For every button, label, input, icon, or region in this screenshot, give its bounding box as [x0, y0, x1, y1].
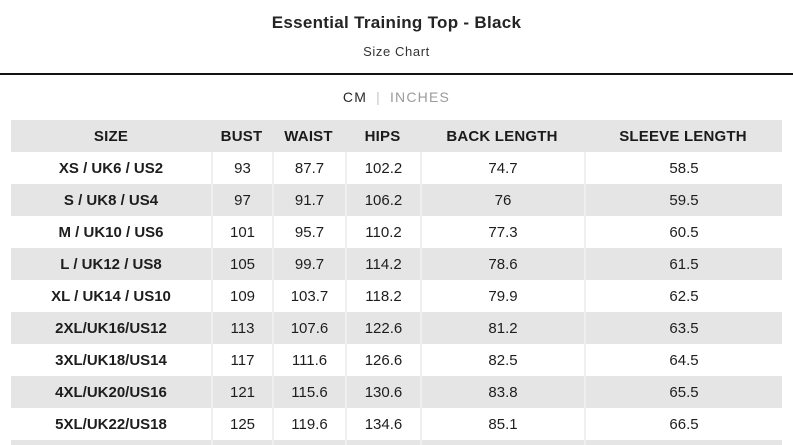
- column-header-sleeve-length: SLEEVE LENGTH: [584, 120, 782, 152]
- cell-back-length: 79.9: [420, 280, 584, 312]
- table-row: XL / UK14 / US10 109 103.7 118.2 79.9 62…: [11, 280, 782, 312]
- cell-bust: 97: [211, 184, 272, 216]
- table-row-cutoff: [11, 440, 782, 445]
- cell-empty: [272, 440, 345, 445]
- cell-back-length: 74.7: [420, 152, 584, 184]
- column-header-bust: BUST: [211, 120, 272, 152]
- table-row: S / UK8 / US4 97 91.7 106.2 76 59.5: [11, 184, 782, 216]
- cell-empty: [420, 440, 584, 445]
- cell-hips: 134.6: [345, 408, 420, 440]
- cell-empty: [584, 440, 782, 445]
- cell-waist: 115.6: [272, 376, 345, 408]
- cell-waist: 95.7: [272, 216, 345, 248]
- cell-size: L / UK12 / US8: [11, 248, 211, 280]
- cell-hips: 118.2: [345, 280, 420, 312]
- cell-bust: 101: [211, 216, 272, 248]
- cell-empty: [345, 440, 420, 445]
- size-table-container: SIZE BUST WAIST HIPS BACK LENGTH SLEEVE …: [11, 120, 782, 445]
- cell-empty: [11, 440, 211, 445]
- cell-size: XS / UK6 / US2: [11, 152, 211, 184]
- cell-empty: [211, 440, 272, 445]
- page-subtitle: Size Chart: [363, 44, 430, 59]
- cell-waist: 103.7: [272, 280, 345, 312]
- cell-hips: 110.2: [345, 216, 420, 248]
- cell-hips: 114.2: [345, 248, 420, 280]
- cell-size: M / UK10 / US6: [11, 216, 211, 248]
- table-row: 4XL/UK20/US16 121 115.6 130.6 83.8 65.5: [11, 376, 782, 408]
- cell-bust: 105: [211, 248, 272, 280]
- table-row: 3XL/UK18/US14 117 111.6 126.6 82.5 64.5: [11, 344, 782, 376]
- column-header-waist: WAIST: [272, 120, 345, 152]
- cell-waist: 107.6: [272, 312, 345, 344]
- cell-sleeve-length: 63.5: [584, 312, 782, 344]
- cell-bust: 109: [211, 280, 272, 312]
- cell-size: 2XL/UK16/US12: [11, 312, 211, 344]
- cell-size: S / UK8 / US4: [11, 184, 211, 216]
- cell-sleeve-length: 64.5: [584, 344, 782, 376]
- table-row: M / UK10 / US6 101 95.7 110.2 77.3 60.5: [11, 216, 782, 248]
- cell-hips: 102.2: [345, 152, 420, 184]
- size-chart-table: SIZE BUST WAIST HIPS BACK LENGTH SLEEVE …: [11, 120, 782, 445]
- cell-bust: 121: [211, 376, 272, 408]
- cell-waist: 99.7: [272, 248, 345, 280]
- cell-back-length: 76: [420, 184, 584, 216]
- cell-size: 5XL/UK22/US18: [11, 408, 211, 440]
- cell-back-length: 85.1: [420, 408, 584, 440]
- cell-back-length: 81.2: [420, 312, 584, 344]
- page-title: Essential Training Top - Black: [271, 13, 522, 32]
- cell-back-length: 83.8: [420, 376, 584, 408]
- cell-back-length: 82.5: [420, 344, 584, 376]
- cell-sleeve-length: 59.5: [584, 184, 782, 216]
- cell-sleeve-length: 61.5: [584, 248, 782, 280]
- table-row: L / UK12 / US8 105 99.7 114.2 78.6 61.5: [11, 248, 782, 280]
- cell-waist: 87.7: [272, 152, 345, 184]
- unit-cm-button[interactable]: CM: [342, 89, 368, 105]
- cell-bust: 125: [211, 408, 272, 440]
- cell-bust: 113: [211, 312, 272, 344]
- cell-waist: 111.6: [272, 344, 345, 376]
- cell-hips: 106.2: [345, 184, 420, 216]
- cell-back-length: 77.3: [420, 216, 584, 248]
- table-row: 2XL/UK16/US12 113 107.6 122.6 81.2 63.5: [11, 312, 782, 344]
- cell-bust: 93: [211, 152, 272, 184]
- cell-hips: 122.6: [345, 312, 420, 344]
- unit-toggle: CM | INCHES: [0, 90, 793, 105]
- table-header-row: SIZE BUST WAIST HIPS BACK LENGTH SLEEVE …: [11, 120, 782, 152]
- cell-hips: 126.6: [345, 344, 420, 376]
- table-row: 5XL/UK22/US18 125 119.6 134.6 85.1 66.5: [11, 408, 782, 440]
- cell-sleeve-length: 58.5: [584, 152, 782, 184]
- column-header-back-length: BACK LENGTH: [420, 120, 584, 152]
- column-header-size: SIZE: [11, 120, 211, 152]
- header-divider: [0, 73, 793, 75]
- cell-size: 3XL/UK18/US14: [11, 344, 211, 376]
- cell-sleeve-length: 62.5: [584, 280, 782, 312]
- cell-size: XL / UK14 / US10: [11, 280, 211, 312]
- cell-waist: 91.7: [272, 184, 345, 216]
- cell-sleeve-length: 60.5: [584, 216, 782, 248]
- unit-inches-button[interactable]: INCHES: [389, 89, 451, 105]
- cell-back-length: 78.6: [420, 248, 584, 280]
- cell-bust: 117: [211, 344, 272, 376]
- cell-waist: 119.6: [272, 408, 345, 440]
- cell-sleeve-length: 66.5: [584, 408, 782, 440]
- cell-size: 4XL/UK20/US16: [11, 376, 211, 408]
- table-row: XS / UK6 / US2 93 87.7 102.2 74.7 58.5: [11, 152, 782, 184]
- column-header-hips: HIPS: [345, 120, 420, 152]
- unit-toggle-separator: |: [376, 89, 381, 105]
- cell-sleeve-length: 65.5: [584, 376, 782, 408]
- cell-hips: 130.6: [345, 376, 420, 408]
- page-header: Essential Training Top - Black Size Char…: [0, 0, 793, 59]
